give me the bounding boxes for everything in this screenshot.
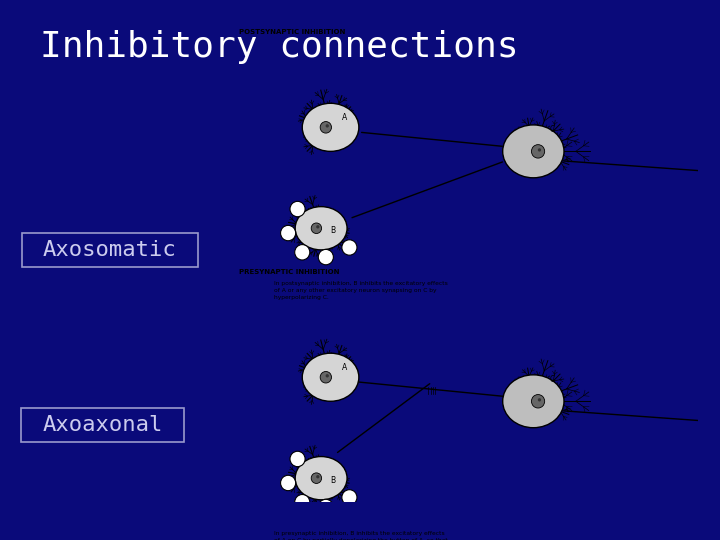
Ellipse shape <box>302 103 359 151</box>
Text: Axosomatic: Axosomatic <box>43 240 176 260</box>
Text: In postsynaptic inhibition, B inhibits the excitatory effects
of A or any other : In postsynaptic inhibition, B inhibits t… <box>274 281 448 300</box>
Circle shape <box>290 201 305 217</box>
Circle shape <box>311 223 322 233</box>
Circle shape <box>281 225 296 241</box>
Circle shape <box>538 398 541 402</box>
Circle shape <box>342 490 357 505</box>
Circle shape <box>320 122 331 133</box>
Text: C: C <box>550 125 555 134</box>
FancyBboxPatch shape <box>22 408 184 442</box>
Circle shape <box>320 372 331 383</box>
Ellipse shape <box>503 125 564 178</box>
Ellipse shape <box>295 456 347 500</box>
Ellipse shape <box>503 375 564 428</box>
Text: Inhibitory connections: Inhibitory connections <box>40 30 518 64</box>
Circle shape <box>325 124 329 127</box>
Circle shape <box>318 500 333 515</box>
Circle shape <box>294 245 310 260</box>
Circle shape <box>318 249 333 265</box>
Circle shape <box>316 225 320 228</box>
Text: C: C <box>550 375 555 384</box>
Text: PRESYNAPTIC INHIBITION: PRESYNAPTIC INHIBITION <box>238 269 339 275</box>
Circle shape <box>290 451 305 467</box>
Text: POSTSYNAPTIC INHIBITION: POSTSYNAPTIC INHIBITION <box>238 29 345 35</box>
Text: B: B <box>330 226 336 235</box>
Text: A: A <box>342 113 348 122</box>
Circle shape <box>311 473 322 483</box>
Circle shape <box>294 495 310 510</box>
Ellipse shape <box>302 353 359 401</box>
Text: In presynaptic inhibition, B inhibits the excitatory effects
of A on C by partia: In presynaptic inhibition, B inhibits th… <box>274 531 493 540</box>
FancyBboxPatch shape <box>22 233 197 267</box>
Circle shape <box>325 374 329 377</box>
Circle shape <box>538 148 541 152</box>
Text: B: B <box>330 476 336 485</box>
Circle shape <box>531 145 544 158</box>
Circle shape <box>281 475 296 491</box>
Circle shape <box>531 395 544 408</box>
Text: Axoaxonal: Axoaxonal <box>42 415 163 435</box>
Text: A: A <box>342 363 348 372</box>
Circle shape <box>316 475 320 478</box>
Ellipse shape <box>295 207 347 250</box>
Circle shape <box>342 240 357 255</box>
